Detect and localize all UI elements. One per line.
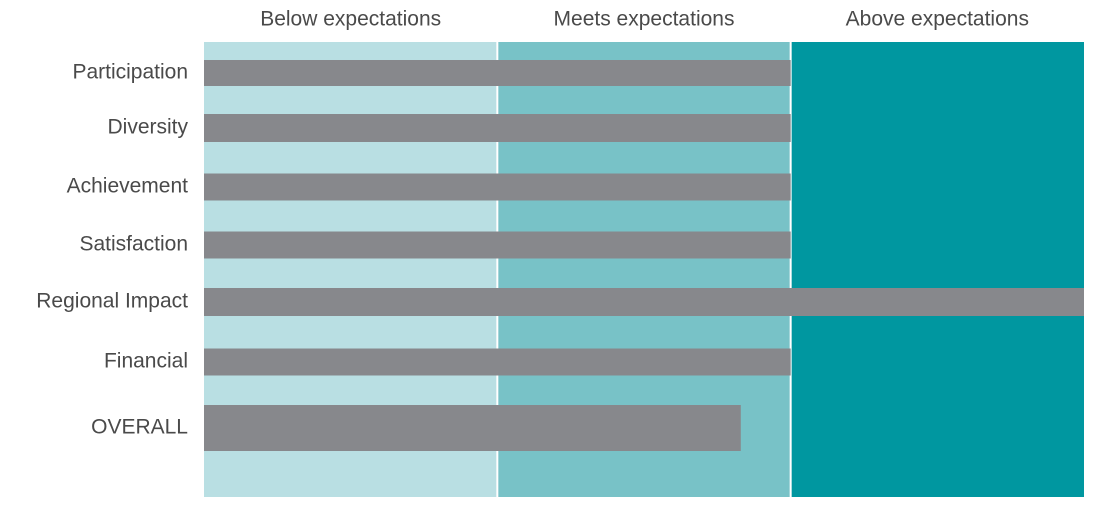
band-label: Meets expectations: [554, 8, 735, 31]
bar: [204, 288, 1084, 316]
bar: [204, 348, 791, 376]
category-label: OVERALL: [91, 416, 188, 439]
band: [791, 42, 1084, 497]
category-label: Regional Impact: [36, 290, 188, 313]
bar: [204, 405, 741, 451]
bar: [204, 231, 791, 259]
category-label: Financial: [104, 350, 188, 373]
bar: [204, 173, 791, 201]
category-label: Achievement: [67, 175, 189, 198]
category-label: Diversity: [107, 116, 188, 139]
bar: [204, 114, 791, 142]
band-label: Above expectations: [846, 8, 1029, 31]
bar: [204, 60, 791, 86]
category-label: Satisfaction: [79, 233, 188, 256]
band-label: Below expectations: [260, 8, 441, 31]
category-label: Participation: [72, 61, 188, 84]
